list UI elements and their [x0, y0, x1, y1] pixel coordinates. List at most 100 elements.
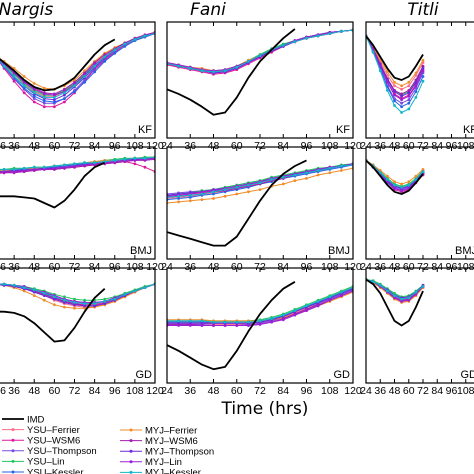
data-point	[281, 313, 285, 317]
data-point	[73, 84, 76, 88]
series-line	[167, 29, 353, 73]
series-line	[366, 35, 424, 81]
series-line	[167, 287, 353, 324]
series-line	[0, 38, 116, 92]
data-point	[421, 58, 425, 62]
legend-label: YSU–Ferrier	[27, 425, 80, 436]
x-tick-label: 96	[446, 385, 458, 397]
data-point	[247, 324, 250, 327]
data-point	[42, 92, 46, 96]
panel-scheme-label: GD	[136, 369, 153, 381]
data-point	[393, 296, 396, 300]
series-line	[0, 161, 106, 209]
x-tick-label: 96	[301, 140, 313, 152]
x-tick-label: 120	[146, 140, 164, 152]
data-point	[83, 69, 86, 73]
x-tick-label: 108	[457, 140, 474, 152]
legend-marker	[11, 438, 15, 442]
data-point	[421, 64, 425, 68]
data-point	[414, 178, 418, 181]
data-point	[177, 197, 181, 200]
data-point	[281, 175, 285, 179]
data-point	[212, 197, 215, 200]
data-point	[270, 320, 273, 324]
data-point	[2, 282, 6, 286]
x-tick-label: 84	[431, 140, 443, 152]
panel-scheme-label: KF	[138, 124, 152, 136]
series-line	[167, 29, 353, 74]
data-point	[2, 168, 6, 171]
data-point	[421, 168, 425, 171]
data-point	[386, 80, 389, 84]
data-point	[378, 64, 382, 68]
data-point	[305, 177, 308, 180]
data-point	[414, 290, 418, 294]
legend-item: YSU–Ferrier	[2, 425, 80, 436]
x-tick-label: 48	[208, 261, 220, 273]
data-point	[281, 182, 285, 186]
data-point	[305, 171, 308, 175]
data-point	[83, 75, 86, 78]
data-point	[12, 283, 16, 287]
data-point	[22, 169, 26, 172]
x-tick-label: 72	[417, 385, 429, 397]
data-point	[407, 80, 411, 84]
data-point	[123, 42, 127, 46]
x-tick-label: 84	[431, 385, 443, 397]
data-point	[32, 294, 36, 297]
data-point	[421, 79, 425, 83]
x-tick-label: 72	[254, 385, 266, 397]
series-line	[0, 31, 155, 108]
data-point	[32, 87, 36, 91]
data-point	[393, 104, 396, 107]
x-tick-label: 96	[301, 261, 313, 273]
data-point	[188, 193, 192, 197]
x-tick-label: 48	[28, 261, 40, 273]
data-point	[63, 93, 66, 97]
data-point	[421, 69, 425, 73]
x-tick-label: 120	[344, 261, 362, 273]
legend-marker	[129, 428, 133, 432]
data-point	[177, 194, 181, 198]
panel-nargis-kf	[0, 21, 156, 139]
x-tick-label: 60	[231, 261, 243, 273]
x-tick-label: 48	[389, 385, 401, 397]
series-line	[167, 159, 307, 247]
x-tick-label: 48	[389, 140, 401, 152]
x-tick-label: 108	[321, 140, 339, 152]
x-tick-label: 36	[184, 140, 196, 152]
data-point	[407, 298, 411, 302]
x-tick-label: 108	[126, 261, 144, 273]
data-point	[22, 86, 26, 90]
x-tick-label: 48	[208, 140, 220, 152]
x-tick-label: 48	[28, 140, 40, 152]
data-point	[393, 187, 396, 190]
data-point	[63, 87, 66, 91]
data-point	[400, 300, 403, 303]
data-point	[400, 87, 403, 91]
x-tick-label: 60	[231, 140, 243, 152]
data-point	[53, 93, 56, 97]
data-point	[305, 304, 308, 308]
data-point	[188, 324, 192, 327]
data-point	[53, 105, 56, 109]
data-point	[93, 304, 96, 308]
data-point	[123, 45, 127, 48]
panel-scheme-label: BMJ	[130, 245, 152, 257]
series-group	[167, 28, 353, 116]
data-point	[63, 165, 66, 169]
data-point	[42, 96, 46, 99]
data-point	[73, 90, 76, 93]
data-point	[247, 60, 250, 63]
panel-scheme-label: GD	[461, 369, 474, 381]
series-line	[167, 28, 296, 116]
data-point	[305, 36, 308, 40]
data-point	[73, 306, 76, 310]
data-point	[316, 169, 320, 172]
panel-nargis-bmj	[0, 146, 156, 260]
data-point	[281, 43, 285, 47]
x-tick-label: 96	[109, 261, 121, 273]
series-group	[366, 159, 425, 195]
data-point	[42, 101, 46, 105]
data-point	[400, 101, 403, 105]
